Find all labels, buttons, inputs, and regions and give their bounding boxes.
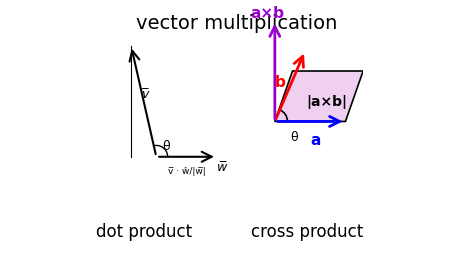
Text: a×b: a×b [250, 6, 284, 21]
Text: θ: θ [290, 131, 298, 144]
Text: b: b [274, 74, 285, 89]
Text: dot product: dot product [96, 222, 192, 240]
Text: v̅ · ŵ/|w̅|: v̅ · ŵ/|w̅| [168, 166, 205, 176]
Text: |a×b|: |a×b| [306, 95, 347, 109]
Text: v̅: v̅ [141, 88, 149, 101]
Text: vector multiplication: vector multiplication [137, 14, 337, 33]
Text: cross product: cross product [252, 222, 364, 240]
Polygon shape [275, 72, 363, 122]
Text: θ: θ [163, 139, 170, 152]
Text: w̅: w̅ [217, 161, 227, 174]
Text: a: a [310, 132, 320, 147]
